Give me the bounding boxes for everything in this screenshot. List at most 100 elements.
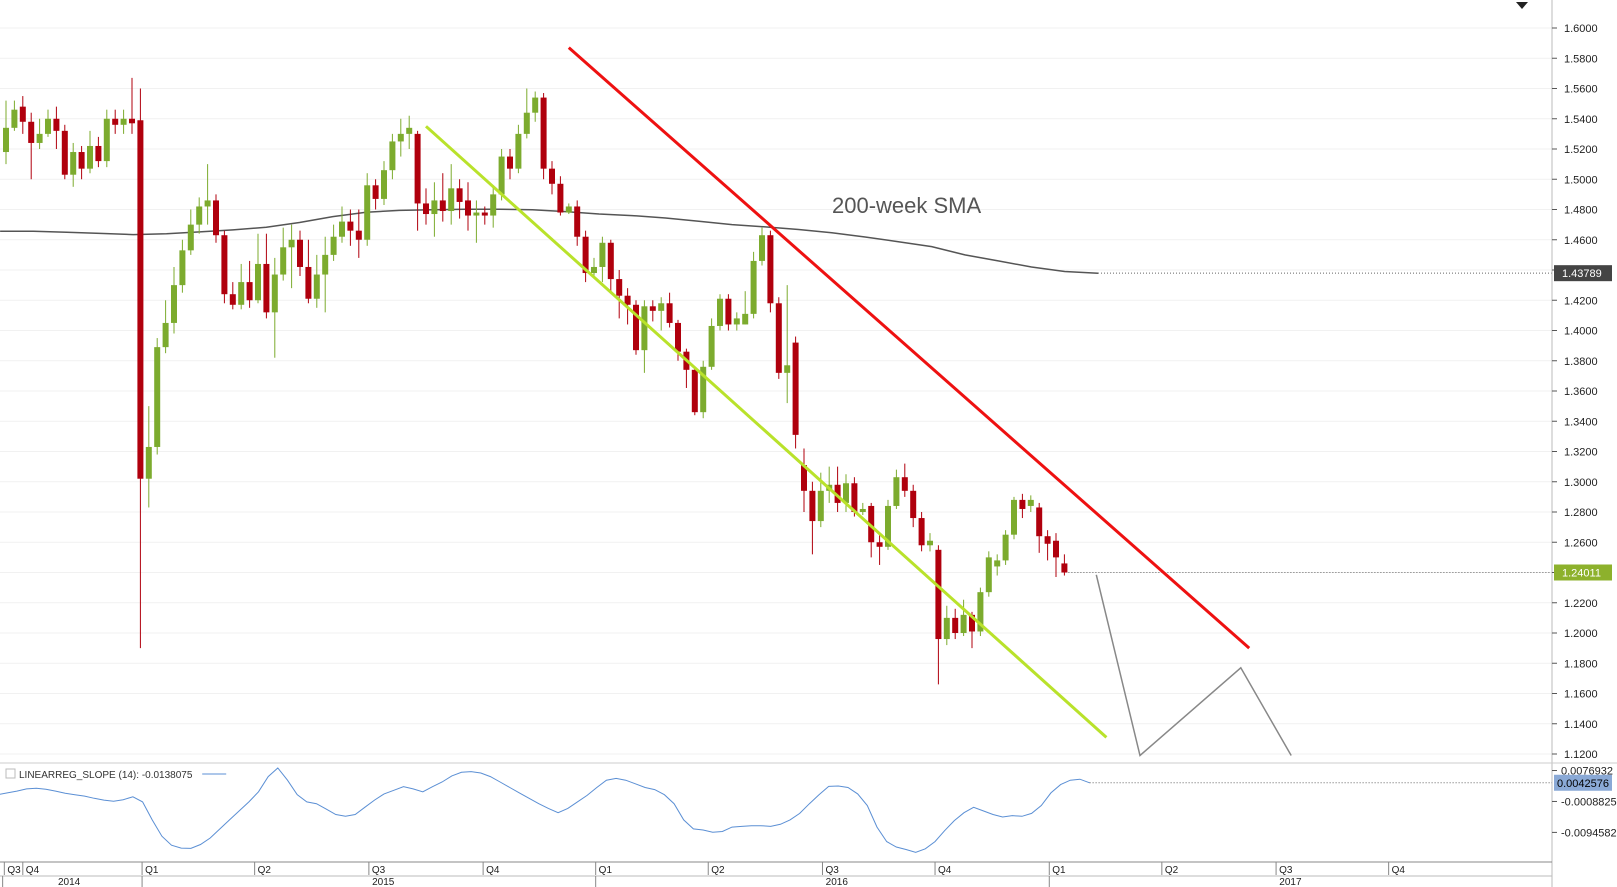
candle-body[interactable]	[255, 263, 261, 301]
candle-body[interactable]	[137, 120, 144, 479]
candle-body[interactable]	[532, 97, 539, 113]
candle-body[interactable]	[599, 242, 606, 267]
price-axis[interactable]: 1.6000 1.5800 1.5600 1.5400 1.5200 1.5000 1.48…	[1551, 0, 1612, 887]
candle-body[interactable]	[347, 221, 354, 231]
candle-body[interactable]	[145, 446, 152, 479]
candle-body[interactable]	[742, 313, 749, 325]
candle-body[interactable]	[271, 274, 278, 313]
candle-body[interactable]	[246, 282, 253, 301]
candle-body[interactable]	[859, 508, 866, 512]
candle-body[interactable]	[19, 106, 26, 122]
candle-body[interactable]	[582, 236, 589, 274]
candle-body[interactable]	[969, 614, 975, 632]
candle-body[interactable]	[515, 133, 522, 169]
candle-body[interactable]	[288, 239, 295, 248]
candle-body[interactable]	[70, 152, 77, 175]
candle-body[interactable]	[322, 254, 329, 275]
support-trendline[interactable]	[424, 125, 1108, 739]
candle-body[interactable]	[112, 118, 119, 125]
candle-body[interactable]	[591, 266, 597, 274]
projection-path[interactable]	[1095, 574, 1292, 757]
candle-body[interactable]	[641, 306, 648, 351]
candle-body[interactable]	[78, 152, 85, 169]
trendlines-layer[interactable]	[424, 46, 1292, 757]
candle-body[interactable]	[263, 263, 270, 313]
candle-body[interactable]	[406, 127, 413, 134]
candle-body[interactable]	[759, 235, 765, 261]
candle-body[interactable]	[213, 200, 219, 236]
candle-body[interactable]	[809, 490, 816, 522]
candle-body[interactable]	[1019, 499, 1026, 509]
candle-body[interactable]	[1002, 534, 1009, 561]
candle-body[interactable]	[196, 206, 203, 225]
candle-body[interactable]	[624, 295, 631, 305]
candle-body[interactable]	[179, 250, 186, 286]
candle-body[interactable]	[154, 347, 161, 447]
candle-body[interactable]	[910, 490, 917, 519]
candle-body[interactable]	[843, 483, 849, 503]
candle-body[interactable]	[423, 203, 429, 215]
candle-body[interactable]	[801, 465, 807, 491]
candle-body[interactable]	[1027, 499, 1034, 506]
candle-body[interactable]	[935, 549, 942, 640]
candle-body[interactable]	[893, 477, 900, 506]
candle-body[interactable]	[280, 247, 287, 275]
candle-body[interactable]	[885, 505, 891, 547]
candle-body[interactable]	[574, 206, 581, 237]
candle-body[interactable]	[1044, 536, 1051, 544]
candles-layer[interactable]	[3, 77, 1552, 685]
candle-body[interactable]	[817, 490, 824, 522]
candle-body[interactable]	[456, 188, 463, 202]
candle-body[interactable]	[1061, 563, 1068, 573]
candle-body[interactable]	[952, 617, 959, 633]
candle-body[interactable]	[473, 212, 480, 216]
candle-body[interactable]	[750, 260, 757, 314]
candle-body[interactable]	[792, 342, 799, 435]
candle-body[interactable]	[876, 542, 883, 547]
candle-body[interactable]	[666, 303, 673, 323]
candle-body[interactable]	[162, 322, 169, 348]
candle-body[interactable]	[700, 366, 707, 413]
candle-body[interactable]	[372, 185, 379, 199]
candle-body[interactable]	[943, 617, 950, 640]
candle-body[interactable]	[313, 274, 320, 299]
indicator-toggle-icon[interactable]	[5, 768, 16, 779]
candle-body[interactable]	[616, 279, 623, 296]
candle-body[interactable]	[1036, 507, 1043, 537]
candle-body[interactable]	[633, 304, 639, 351]
candle-body[interactable]	[775, 303, 782, 373]
candle-body[interactable]	[305, 266, 312, 299]
candle-body[interactable]	[557, 183, 564, 213]
candle-body[interactable]	[675, 322, 681, 352]
candle-body[interactable]	[11, 109, 18, 128]
candle-body[interactable]	[733, 318, 740, 325]
candle-body[interactable]	[45, 118, 51, 134]
candle-body[interactable]	[540, 97, 547, 169]
candle-body[interactable]	[717, 298, 723, 326]
candle-body[interactable]	[985, 557, 992, 593]
candle-body[interactable]	[725, 298, 732, 325]
candle-body[interactable]	[868, 505, 875, 543]
candle-body[interactable]	[53, 118, 60, 131]
candle-body[interactable]	[3, 127, 9, 153]
candle-body[interactable]	[481, 212, 488, 216]
candle-body[interactable]	[389, 141, 396, 171]
candle-body[interactable]	[498, 156, 505, 195]
candle-body[interactable]	[465, 200, 471, 216]
candle-body[interactable]	[448, 188, 455, 212]
candle-body[interactable]	[649, 306, 656, 311]
candle-body[interactable]	[784, 365, 791, 373]
candle-body[interactable]	[187, 224, 194, 251]
candle-body[interactable]	[36, 133, 43, 143]
candle-body[interactable]	[708, 325, 715, 367]
candle-body[interactable]	[507, 156, 513, 169]
candle-body[interactable]	[994, 560, 1001, 567]
resistance-trendline[interactable]	[567, 46, 1251, 650]
candle-body[interactable]	[120, 118, 127, 125]
candle-body[interactable]	[238, 282, 245, 305]
candle-body[interactable]	[103, 118, 110, 162]
candle-body[interactable]	[565, 206, 572, 213]
candle-body[interactable]	[229, 294, 236, 305]
candle-body[interactable]	[901, 477, 908, 491]
candle-body[interactable]	[221, 235, 228, 295]
